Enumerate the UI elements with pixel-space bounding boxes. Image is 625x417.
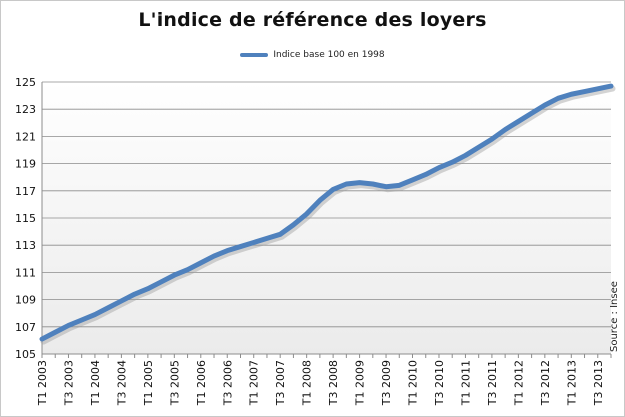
- y-tick-label: 123: [15, 103, 36, 116]
- y-tick-label: 115: [15, 212, 36, 225]
- x-tick-label: T1 2003: [36, 360, 49, 406]
- x-tick-label: T1 2007: [248, 360, 261, 406]
- x-tick-label: T1 2013: [565, 360, 578, 406]
- y-tick-label: 117: [15, 185, 36, 198]
- y-tick-label: 125: [15, 76, 36, 89]
- x-tick-label: T3 2010: [433, 360, 446, 406]
- x-tick-label: T3 2013: [592, 360, 605, 406]
- series-line: [39, 83, 614, 342]
- series-line-shadow: [40, 85, 616, 345]
- x-tick-label: T3 2008: [327, 360, 340, 406]
- y-tick-label: 121: [15, 130, 36, 143]
- x-tick-label: T3 2003: [62, 360, 75, 406]
- x-tick-label: T1 2010: [407, 360, 420, 406]
- y-tick-label: 119: [15, 158, 36, 171]
- x-tick-label: T3 2006: [221, 360, 234, 406]
- x-tick-label: T3 2005: [168, 360, 181, 406]
- x-tick-label: T1 2009: [354, 360, 367, 406]
- legend-label: Indice base 100 en 1998: [273, 50, 385, 60]
- x-tick-label: T3 2012: [539, 360, 552, 406]
- chart-title: L'indice de référence des loyers: [138, 9, 487, 31]
- x-tick-label: T3 2009: [380, 360, 393, 406]
- y-tick-label: 109: [15, 294, 36, 307]
- x-tick-label: T1 2005: [142, 360, 155, 406]
- y-tick-label: 111: [15, 266, 36, 279]
- x-tick-label: T3 2007: [274, 360, 287, 406]
- legend: Indice base 100 en 1998: [0, 50, 625, 61]
- y-tick-label: 113: [15, 239, 36, 252]
- x-tick-label: T1 2004: [89, 360, 102, 406]
- y-tick-label: 105: [15, 348, 36, 361]
- x-tick-label: T3 2004: [115, 360, 128, 406]
- x-tick-label: T1 2012: [512, 360, 525, 406]
- x-tick-label: T1 2006: [195, 360, 208, 406]
- legend-swatch: [240, 53, 269, 57]
- x-tick-label: T1 2008: [301, 360, 314, 406]
- source-note: Source : Insee: [609, 281, 620, 352]
- x-tick-label: T3 2011: [486, 360, 499, 406]
- x-tick-label: T1 2011: [459, 360, 472, 406]
- y-tick-label: 107: [15, 321, 36, 334]
